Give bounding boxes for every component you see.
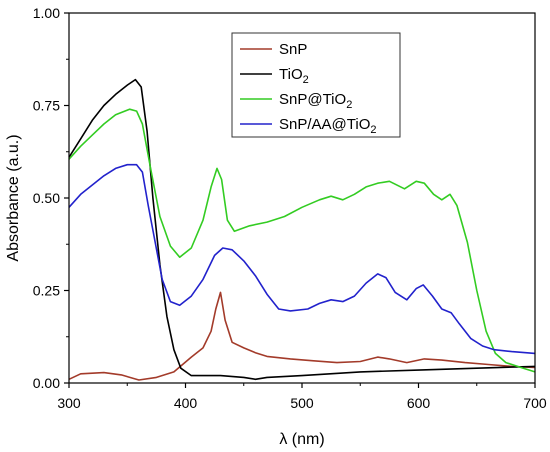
legend-label-subscript: 2 — [303, 74, 309, 86]
legend-label-main: SnP@TiO — [279, 91, 346, 108]
legend-label-main: TiO — [279, 66, 303, 83]
x-tick-label: 500 — [290, 395, 314, 411]
legend-label: SnP@TiO2 — [279, 91, 352, 111]
legend-label-main: SnP/AA@TiO — [279, 116, 370, 133]
series-line-snp-tio2 — [68, 108, 536, 373]
x-axis-label: λ (nm) — [279, 431, 324, 448]
series-line-snp-aa-tio2 — [68, 163, 536, 355]
y-tick-label: 0.75 — [33, 98, 60, 114]
legend-label: TiO2 — [279, 66, 309, 86]
legend-box — [231, 32, 401, 138]
y-tick-label: 0.00 — [33, 375, 60, 391]
series-line-tio2 — [68, 78, 536, 381]
x-tick-label: 400 — [174, 395, 198, 411]
series-layer — [68, 78, 536, 381]
legend-label-subscript: 2 — [346, 99, 352, 111]
series-line-snp — [68, 291, 536, 381]
x-tick-label: 300 — [57, 395, 81, 411]
labels-layer: λ (nm) Absorbance (a.u.) — [5, 134, 325, 448]
y-axis-label: Absorbance (a.u.) — [5, 134, 22, 261]
legend-label-main: SnP — [279, 41, 307, 58]
x-tick-label: 700 — [523, 395, 547, 411]
y-tick-label: 1.00 — [33, 5, 60, 21]
legend-label-subscript: 2 — [370, 124, 376, 136]
x-tick-label: 600 — [407, 395, 431, 411]
legend-label: SnP/AA@TiO2 — [279, 116, 377, 136]
ticks-layer: 300 400 500 600 700 0.00 0.25 0.50 0.75 1.00 — [33, 5, 547, 411]
legend-label: SnP — [279, 41, 307, 58]
y-tick-label: 0.50 — [33, 190, 60, 206]
y-tick-label: 0.25 — [33, 283, 60, 299]
